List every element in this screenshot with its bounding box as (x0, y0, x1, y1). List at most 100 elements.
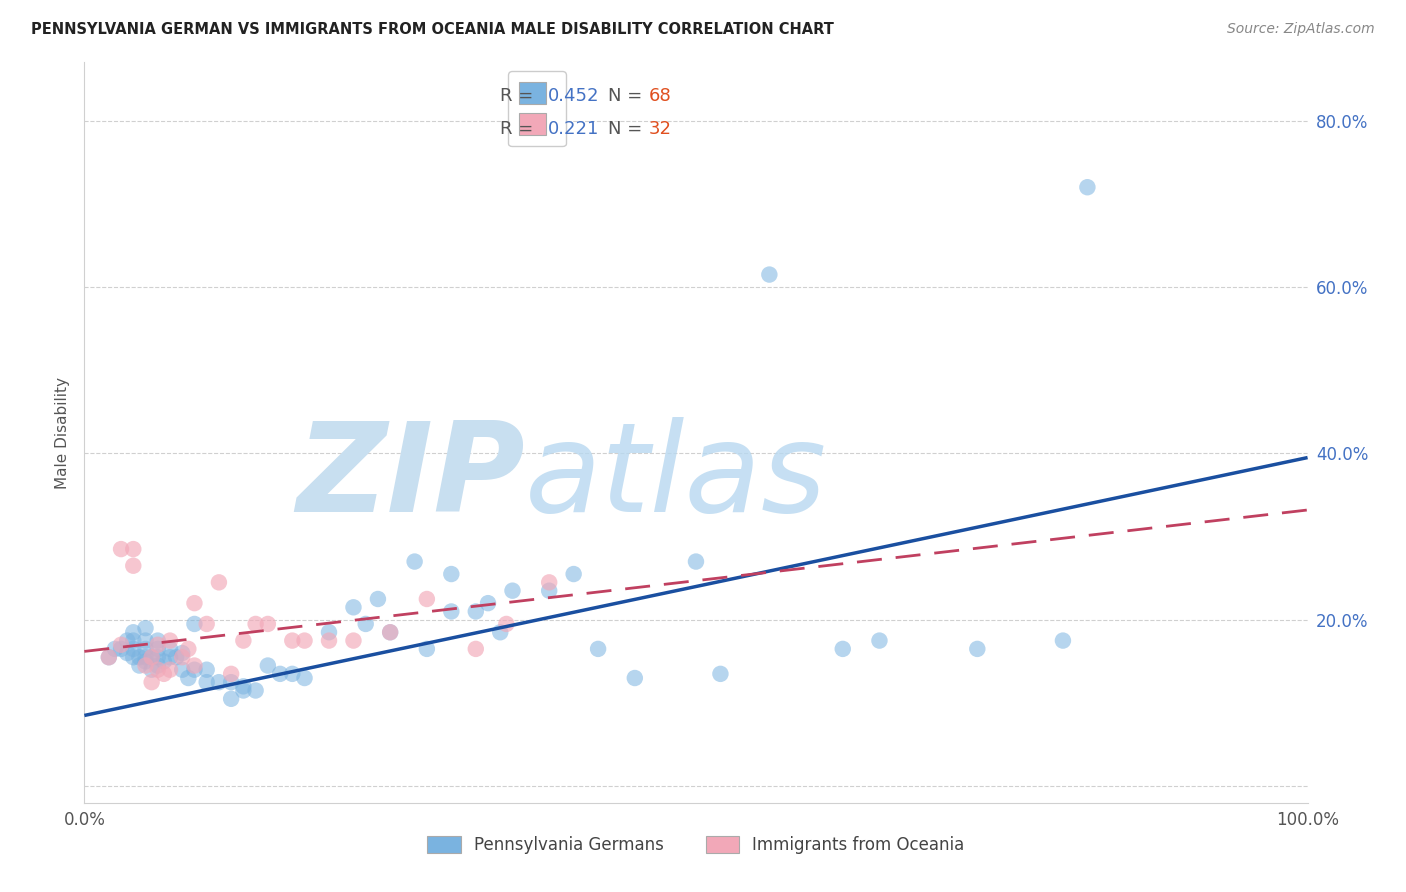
Point (464, 605, 486, 619)
Point (153, 654, 176, 668)
Point (110, 641, 132, 656)
Text: atlas: atlas (524, 417, 827, 538)
Point (1076, 180, 1098, 194)
Point (538, 583, 561, 598)
Point (141, 663, 163, 677)
Text: 0.221: 0.221 (548, 120, 599, 138)
Point (195, 616, 218, 631)
Point (257, 616, 280, 631)
Point (97, 650, 120, 665)
Point (141, 675, 163, 690)
Point (141, 650, 163, 665)
Point (281, 666, 304, 681)
Point (146, 638, 169, 652)
Point (159, 633, 181, 648)
Point (354, 616, 377, 631)
Point (177, 641, 200, 656)
Point (135, 633, 157, 648)
Point (538, 575, 561, 590)
Point (122, 542, 145, 557)
Point (135, 621, 157, 635)
Point (562, 567, 585, 582)
Point (318, 625, 340, 640)
Point (122, 650, 145, 665)
Point (104, 641, 127, 656)
Point (758, 268, 780, 282)
Point (110, 638, 132, 652)
Point (294, 633, 316, 648)
Point (416, 641, 439, 656)
Point (115, 646, 138, 660)
Point (183, 663, 205, 677)
Point (135, 641, 157, 656)
Text: ZIP: ZIP (297, 417, 524, 538)
Point (495, 616, 517, 631)
Point (709, 666, 731, 681)
Point (153, 666, 176, 681)
Point (146, 658, 169, 673)
Point (966, 641, 988, 656)
Point (135, 654, 157, 668)
Text: 32: 32 (648, 120, 671, 138)
Point (183, 616, 205, 631)
Text: N =: N = (607, 87, 648, 104)
Point (135, 658, 157, 673)
Point (122, 558, 145, 573)
Point (122, 625, 145, 640)
Point (135, 650, 157, 665)
Point (624, 671, 647, 685)
Point (586, 641, 609, 656)
Point (342, 600, 364, 615)
Point (502, 583, 524, 598)
Point (219, 666, 242, 681)
Point (281, 633, 304, 648)
Point (380, 625, 402, 640)
Legend: Pennsylvania Germans, Immigrants from Oceania: Pennsylvania Germans, Immigrants from Oc… (420, 830, 972, 861)
Point (245, 616, 267, 631)
Point (159, 650, 181, 665)
Text: R =: R = (501, 120, 540, 138)
Point (128, 650, 150, 665)
Point (342, 633, 364, 648)
Point (380, 625, 402, 640)
Point (122, 641, 145, 656)
Text: N =: N = (607, 120, 648, 138)
Point (110, 542, 132, 557)
Point (183, 658, 205, 673)
Point (318, 633, 340, 648)
Point (183, 596, 205, 610)
Point (269, 666, 291, 681)
Point (232, 679, 254, 693)
Point (146, 663, 169, 677)
Point (294, 671, 316, 685)
Text: 68: 68 (648, 87, 671, 104)
Point (128, 658, 150, 673)
Point (257, 658, 280, 673)
Point (165, 650, 187, 665)
Point (831, 641, 853, 656)
Point (208, 675, 231, 690)
Point (232, 683, 254, 698)
Point (141, 650, 163, 665)
Point (440, 567, 463, 582)
Point (685, 555, 707, 569)
Point (172, 650, 194, 665)
Text: 0.452: 0.452 (548, 87, 599, 104)
Point (440, 605, 463, 619)
Point (477, 596, 499, 610)
Y-axis label: Male Disability: Male Disability (55, 376, 70, 489)
Point (367, 592, 389, 607)
Point (404, 555, 426, 569)
Point (232, 633, 254, 648)
Point (219, 675, 242, 690)
Point (146, 650, 169, 665)
Point (464, 641, 486, 656)
Point (1052, 633, 1074, 648)
Point (177, 671, 200, 685)
Point (219, 691, 242, 706)
Point (416, 592, 439, 607)
Point (245, 683, 267, 698)
Point (159, 663, 181, 677)
Point (869, 633, 891, 648)
Text: PENNSYLVANIA GERMAN VS IMMIGRANTS FROM OCEANIA MALE DISABILITY CORRELATION CHART: PENNSYLVANIA GERMAN VS IMMIGRANTS FROM O… (31, 22, 834, 37)
